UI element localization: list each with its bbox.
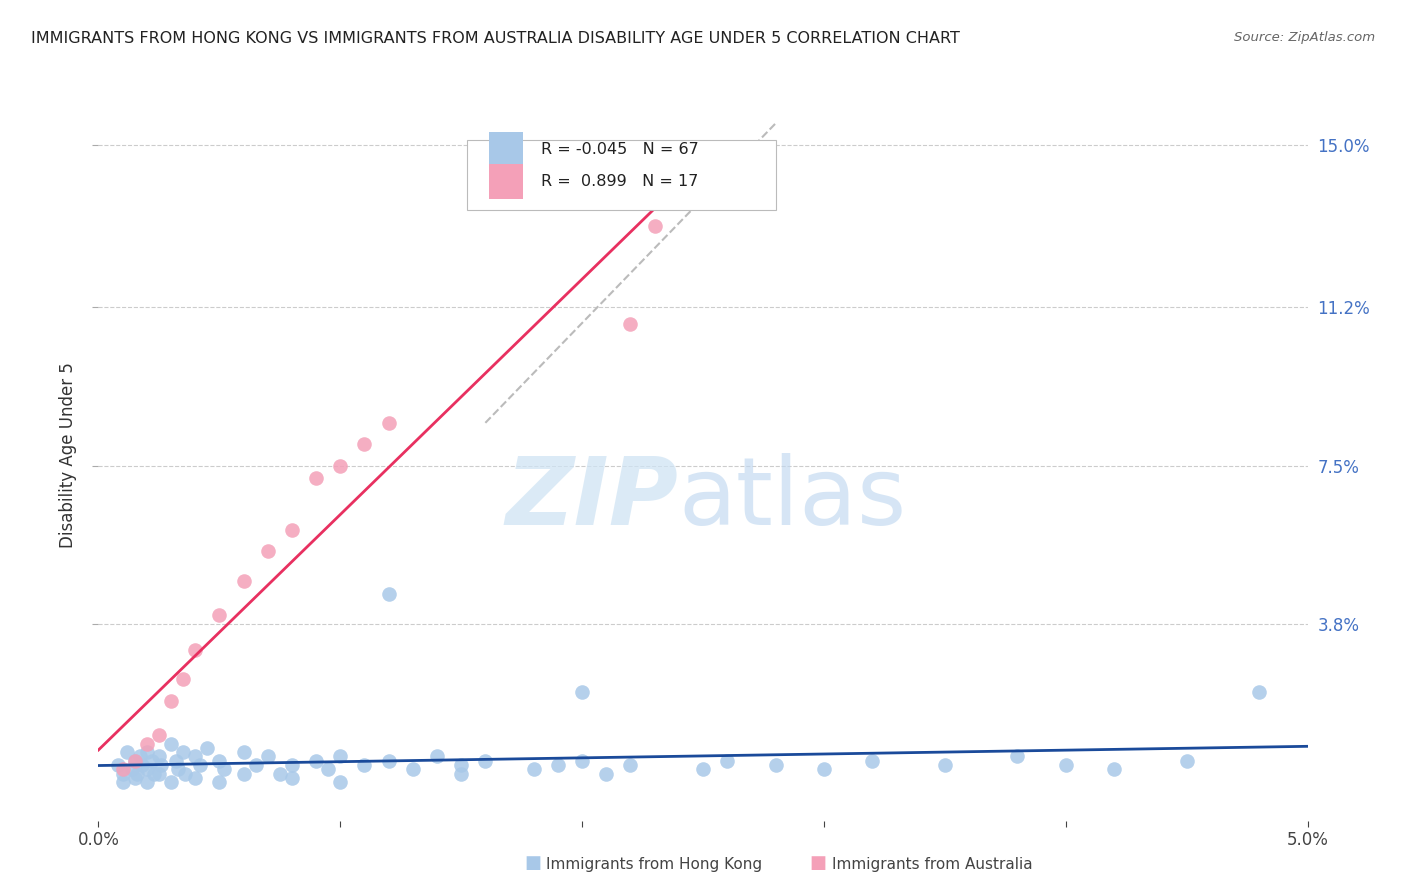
Point [172, 673, 194, 687]
Point [208, 775, 231, 789]
Text: R = -0.045   N = 67: R = -0.045 N = 67 [541, 142, 699, 157]
Point [188, 758, 211, 772]
Point [934, 758, 956, 772]
Point [148, 728, 170, 742]
Point [195, 740, 218, 755]
Point [165, 754, 187, 768]
Point [1007, 749, 1029, 764]
Point [135, 737, 157, 751]
Point [619, 318, 641, 332]
Point [353, 758, 375, 772]
Text: Immigrants from Australia: Immigrants from Australia [832, 857, 1033, 872]
Point [256, 749, 278, 764]
Text: ■: ■ [524, 855, 541, 872]
Point [474, 754, 496, 768]
Point [208, 608, 231, 623]
Text: ■: ■ [810, 855, 827, 872]
Point [595, 766, 617, 780]
Point [232, 766, 254, 780]
Point [141, 754, 163, 768]
Point [329, 749, 352, 764]
Point [117, 745, 139, 759]
Point [1102, 762, 1125, 776]
Point [353, 437, 375, 451]
Point [269, 766, 291, 780]
Point [1249, 685, 1271, 699]
Text: R =  0.899   N = 17: R = 0.899 N = 17 [541, 175, 699, 189]
Point [135, 762, 157, 776]
Text: IMMIGRANTS FROM HONG KONG VS IMMIGRANTS FROM AUSTRALIA DISABILITY AGE UNDER 5 CO: IMMIGRANTS FROM HONG KONG VS IMMIGRANTS … [31, 31, 960, 46]
Point [184, 749, 207, 764]
Point [644, 219, 666, 233]
Point [571, 754, 593, 768]
Point [1054, 758, 1077, 772]
Point [124, 771, 146, 785]
Point [124, 754, 146, 768]
Point [232, 574, 254, 588]
Point [245, 758, 267, 772]
Point [107, 758, 129, 772]
Point [150, 758, 173, 772]
Point [174, 766, 197, 780]
Y-axis label: Disability Age Under 5: Disability Age Under 5 [59, 362, 77, 548]
Point [450, 766, 472, 780]
Point [402, 762, 425, 776]
Point [281, 771, 304, 785]
Point [329, 775, 352, 789]
Point [571, 685, 593, 699]
Point [377, 416, 399, 430]
Point [316, 762, 339, 776]
Text: Source: ZipAtlas.com: Source: ZipAtlas.com [1234, 31, 1375, 45]
Bar [489, 132, 523, 167]
Point [167, 762, 190, 776]
Point [143, 766, 166, 780]
Point [124, 754, 146, 768]
Point [111, 766, 134, 780]
Point [131, 758, 153, 772]
Point [135, 745, 157, 759]
Point [305, 754, 328, 768]
Point [111, 775, 134, 789]
Point [135, 775, 157, 789]
Point [160, 775, 183, 789]
Point [212, 762, 235, 776]
Point [148, 766, 170, 780]
Point [281, 758, 304, 772]
Point [281, 523, 304, 537]
Point [426, 749, 449, 764]
Point [523, 762, 546, 776]
Point [547, 758, 569, 772]
Point [184, 642, 207, 657]
Point [305, 471, 328, 485]
Point [450, 758, 472, 772]
Point [160, 694, 183, 708]
Point [184, 771, 207, 785]
Point [1175, 754, 1198, 768]
Point [160, 737, 183, 751]
Point [172, 745, 194, 759]
Point [208, 754, 231, 768]
Point [716, 754, 738, 768]
Point [148, 749, 170, 764]
Text: atlas: atlas [679, 453, 907, 545]
Point [121, 762, 143, 776]
Point [619, 758, 641, 772]
Point [256, 544, 278, 558]
Point [765, 758, 787, 772]
Point [377, 587, 399, 601]
Point [232, 745, 254, 759]
Bar [489, 164, 523, 200]
Text: Immigrants from Hong Kong: Immigrants from Hong Kong [546, 857, 762, 872]
Point [860, 754, 883, 768]
Text: ZIP: ZIP [506, 453, 679, 545]
Point [813, 762, 835, 776]
Point [111, 762, 134, 776]
Point [128, 749, 150, 764]
Point [377, 754, 399, 768]
FancyBboxPatch shape [467, 140, 776, 210]
Point [692, 762, 714, 776]
Point [329, 458, 352, 473]
Point [127, 766, 149, 780]
